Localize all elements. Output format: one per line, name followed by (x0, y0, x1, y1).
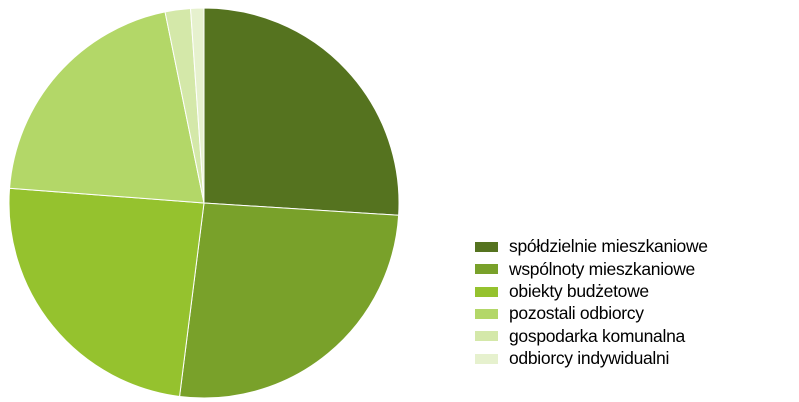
legend-label: gospodarka komunalna (509, 325, 685, 346)
legend-label: odbiorcy indywidualni (509, 347, 670, 368)
pie-slice-6 (189, 7, 205, 204)
legend-item-2: wspólnoty mieszkaniowe (475, 258, 795, 280)
legend-item-3: obiekty budżetowe (475, 281, 795, 303)
legend-item-4: pozostali odbiorcy (475, 303, 795, 325)
legend-swatch (475, 331, 498, 342)
legend-swatch (475, 242, 498, 253)
legend-swatch (475, 286, 498, 297)
legend-item-1: spółdzielnie mieszkaniowe (475, 236, 795, 258)
pie-slice-3 (8, 187, 205, 398)
legend-swatch (475, 264, 498, 275)
legend-label: obiekty budżetowe (509, 280, 649, 301)
legend-swatch (475, 353, 498, 364)
legend-item-5: gospodarka komunalna (475, 325, 795, 347)
pie-chart (8, 7, 400, 399)
legend-label: spółdzielnie mieszkaniowe (509, 236, 708, 257)
legend-label: wspólnoty mieszkaniowe (509, 258, 695, 279)
legend-label: pozostali odbiorcy (509, 303, 644, 324)
pie-slice-1 (203, 7, 400, 216)
pie-slice-4 (9, 11, 205, 204)
chart-legend: spółdzielnie mieszkaniowe wspólnoty miesz… (475, 236, 795, 370)
legend-item-6: odbiorcy indywidualni (475, 347, 795, 369)
pie-slice-2 (179, 202, 400, 399)
legend-swatch (475, 309, 498, 320)
